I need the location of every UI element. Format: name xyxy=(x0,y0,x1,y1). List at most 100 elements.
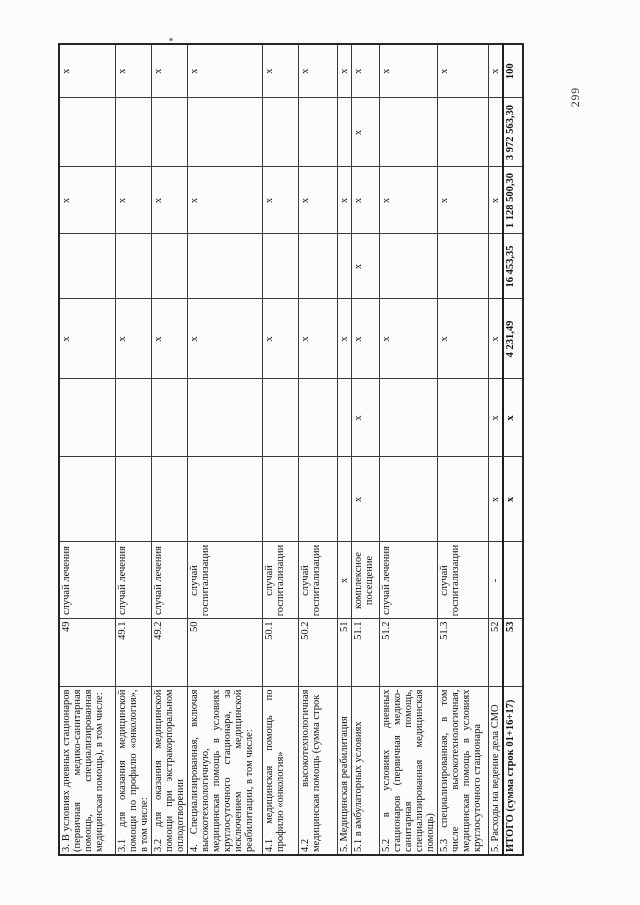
cell-row-number: 52 xyxy=(488,619,503,687)
cell-value: х xyxy=(298,44,337,98)
cell-value: 3 972 563,30 xyxy=(502,98,523,167)
cell-value: х xyxy=(502,457,523,542)
cell-value: х xyxy=(351,457,379,542)
cell-value: х xyxy=(151,44,187,98)
cell-value: х xyxy=(488,44,503,98)
cell-value: х xyxy=(437,299,488,379)
cell-row-number: 50.2 xyxy=(298,619,337,687)
cell-unit: случай лечения xyxy=(115,542,151,619)
cell-value xyxy=(337,98,351,167)
cell-value: х xyxy=(151,299,187,379)
cell-value xyxy=(379,234,437,299)
cell-category-label: 4.2 высокотехнологичная медицинская помо… xyxy=(298,687,337,855)
cell-value xyxy=(298,234,337,299)
cell-value: 1 128 500,30 xyxy=(502,167,523,234)
cell-value: х xyxy=(437,44,488,98)
table-body: 3. В условиях дневных стационаров (перви… xyxy=(59,44,523,855)
cell-value xyxy=(187,457,262,542)
cell-value xyxy=(437,234,488,299)
cell-category-label: 4.1 медицинская помощь по профилю «онкол… xyxy=(262,687,298,855)
cell-value xyxy=(115,379,151,457)
table-row: 4.2 высокотехнологичная медицинская помо… xyxy=(298,44,337,855)
cell-value: х xyxy=(115,44,151,98)
cell-unit: случай госпитализации xyxy=(298,542,337,619)
cell-value xyxy=(379,457,437,542)
cell-category-label: 3.2 для оказания медицинской помощи при … xyxy=(151,687,187,855)
cell-value xyxy=(151,234,187,299)
cell-category-label: 5.3 специализированная, в том числе высо… xyxy=(437,687,488,855)
cell-value: х xyxy=(488,379,503,457)
cell-row-number: 49 xyxy=(59,619,115,687)
cell-value: х xyxy=(337,299,351,379)
cell-row-number: 49.2 xyxy=(151,619,187,687)
cell-value xyxy=(262,98,298,167)
cell-value: х xyxy=(187,44,262,98)
cell-value xyxy=(59,98,115,167)
cell-value: х xyxy=(59,44,115,98)
program-cost-table: 3. В условиях дневных стационаров (перви… xyxy=(58,43,524,856)
table-row: 4. Специализированная, включая высокотех… xyxy=(187,44,262,855)
cell-value xyxy=(59,457,115,542)
cell-value: х xyxy=(115,299,151,379)
cell-value: х xyxy=(337,44,351,98)
cell-category-label: 3. В условиях дневных стационаров (перви… xyxy=(59,687,115,855)
cell-value: х xyxy=(351,98,379,167)
cell-value: х xyxy=(151,167,187,234)
cell-category-label: 5. Медицинская реабилитация xyxy=(337,687,351,855)
cell-value xyxy=(151,98,187,167)
cell-value: х xyxy=(59,299,115,379)
cell-value xyxy=(337,379,351,457)
table-row: 3.2 для оказания медицинской помощи при … xyxy=(151,44,187,855)
cell-unit: случай лечения xyxy=(379,542,437,619)
cell-value: х xyxy=(351,167,379,234)
cell-value: 16 453,35 xyxy=(502,234,523,299)
cell-value: х xyxy=(262,167,298,234)
cell-value xyxy=(337,234,351,299)
cell-unit: комплексное посещение xyxy=(351,542,379,619)
table-row: 3.1 для оказания медицинской помощи по п… xyxy=(115,44,151,855)
cell-value xyxy=(151,457,187,542)
cell-value xyxy=(262,457,298,542)
cell-value: х xyxy=(488,457,503,542)
cell-value: х xyxy=(262,299,298,379)
cell-unit: случай госпитализации xyxy=(262,542,298,619)
cell-unit: случай лечения xyxy=(151,542,187,619)
cell-row-number: 49.1 xyxy=(115,619,151,687)
cell-value: х xyxy=(262,44,298,98)
cell-value xyxy=(298,98,337,167)
cell-value: х xyxy=(351,379,379,457)
table-row: 4.1 медицинская помощь по профилю «онкол… xyxy=(262,44,298,855)
cell-value: х xyxy=(437,167,488,234)
table-row: 5.2 в условиях дневных стационаров (перв… xyxy=(379,44,437,855)
cell-value xyxy=(187,98,262,167)
cell-value xyxy=(437,457,488,542)
cell-unit: - xyxy=(488,542,503,619)
cell-unit xyxy=(502,542,523,619)
cell-row-number: 50 xyxy=(187,619,262,687)
cell-value: х xyxy=(298,167,337,234)
cell-unit: случай лечения xyxy=(59,542,115,619)
cell-value xyxy=(151,379,187,457)
cell-value: х xyxy=(488,167,503,234)
cell-value: 4 231,49 xyxy=(502,299,523,379)
cell-value xyxy=(115,98,151,167)
cell-value xyxy=(187,234,262,299)
cell-row-number: 53 xyxy=(502,619,523,687)
cell-category-label: 5.2 в условиях дневных стационаров (перв… xyxy=(379,687,437,855)
cell-value: х xyxy=(337,167,351,234)
cell-category-label: 5.1 в амбулаторных условиях xyxy=(351,687,379,855)
cell-row-number: 51.2 xyxy=(379,619,437,687)
cell-row-number: 51.1 xyxy=(351,619,379,687)
cell-value: х xyxy=(502,379,523,457)
page-number: 299 xyxy=(570,86,582,108)
cell-category-label: ИТОГО (сумма строк 01+16+17) xyxy=(502,687,523,855)
cell-value xyxy=(437,379,488,457)
cell-row-number: 51 xyxy=(337,619,351,687)
cell-value xyxy=(337,457,351,542)
scan-speckle xyxy=(169,38,173,41)
cell-value xyxy=(488,98,503,167)
table-row: 5. Медицинская реабилитация 51 х х х х xyxy=(337,44,351,855)
cell-value xyxy=(298,379,337,457)
table-row: ИТОГО (сумма строк 01+16+17) 53 х х 4 231,49… xyxy=(502,44,523,855)
